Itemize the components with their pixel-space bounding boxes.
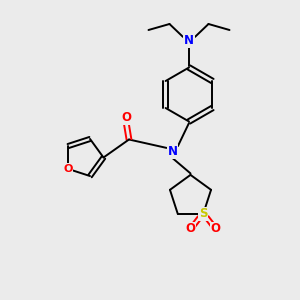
Text: N: N: [184, 34, 194, 47]
Text: O: O: [64, 164, 73, 174]
Text: O: O: [186, 223, 196, 236]
Text: S: S: [199, 208, 207, 220]
Text: N: N: [167, 145, 178, 158]
Text: O: O: [211, 223, 221, 236]
Text: O: O: [121, 111, 131, 124]
